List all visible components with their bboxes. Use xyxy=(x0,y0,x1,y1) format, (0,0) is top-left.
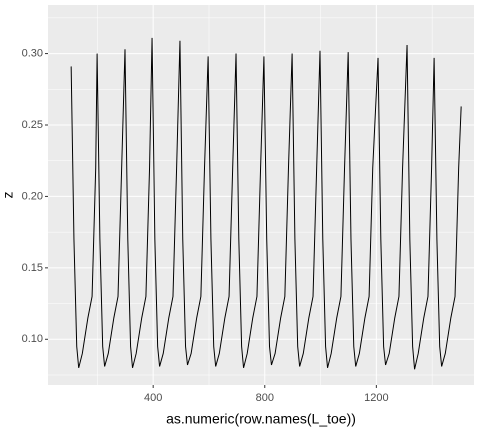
line xyxy=(70,37,462,370)
panel xyxy=(48,5,474,385)
y-tick-label: 0.10 xyxy=(22,333,43,345)
x-tick-label: 1200 xyxy=(364,392,388,404)
y-axis-title: z xyxy=(0,192,16,199)
x-tick-label: 800 xyxy=(256,392,274,404)
y-tick-label: 0.20 xyxy=(22,190,43,202)
y-tick-label: 0.15 xyxy=(22,262,43,274)
x-tick-label: 400 xyxy=(144,392,162,404)
y-tick-label: 0.30 xyxy=(22,47,43,59)
y-tick-label: 0.25 xyxy=(22,119,43,131)
x-axis-title: as.numeric(row.names(L_toe)) xyxy=(166,411,356,427)
